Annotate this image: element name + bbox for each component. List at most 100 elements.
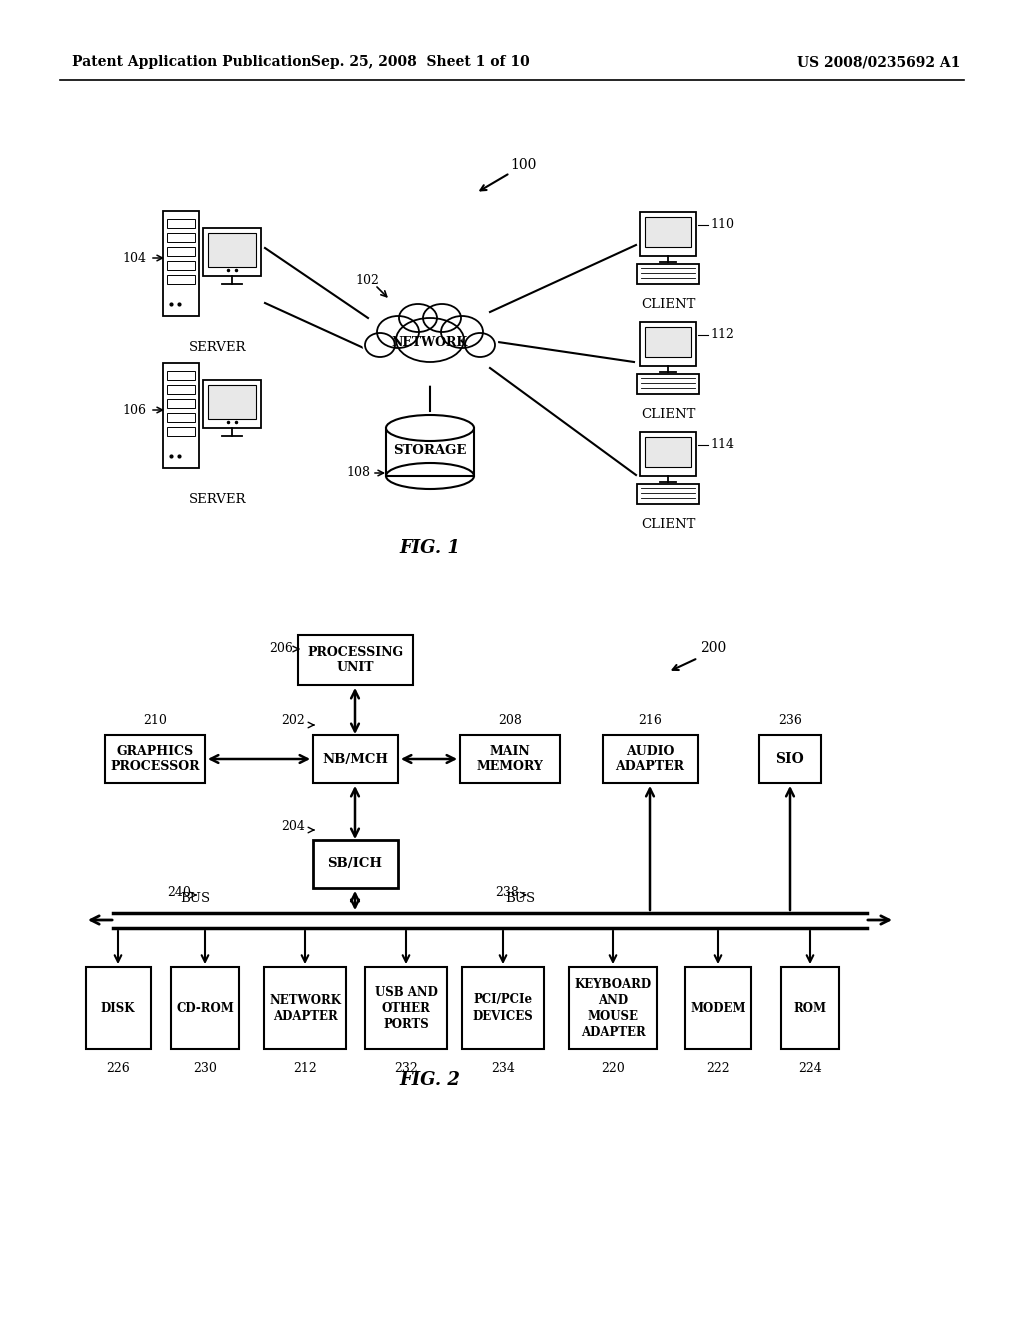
Text: 202: 202	[282, 714, 305, 727]
Bar	[167, 399, 195, 408]
Bar	[645, 437, 691, 467]
Bar	[208, 385, 256, 418]
Text: 102: 102	[355, 273, 379, 286]
Bar	[86, 968, 151, 1049]
Text: ROM: ROM	[794, 1002, 826, 1015]
Text: 220: 220	[601, 1063, 625, 1076]
Bar	[208, 234, 256, 267]
Text: 200: 200	[700, 642, 726, 655]
Bar	[759, 735, 821, 783]
Bar	[637, 484, 699, 504]
Bar	[167, 275, 195, 284]
Text: 212: 212	[293, 1063, 316, 1076]
Text: 224: 224	[798, 1063, 822, 1076]
Bar	[637, 374, 699, 393]
Text: FIG. 1: FIG. 1	[399, 539, 461, 557]
Bar	[163, 211, 199, 315]
Ellipse shape	[362, 294, 498, 385]
Text: MODEM: MODEM	[690, 1002, 745, 1015]
Bar	[105, 735, 205, 783]
Bar	[637, 264, 699, 284]
Bar	[167, 413, 195, 422]
Text: 216: 216	[638, 714, 662, 727]
Text: BUS: BUS	[180, 892, 210, 906]
Bar	[264, 968, 346, 1049]
Bar	[167, 426, 195, 436]
Bar	[163, 363, 199, 469]
Text: 240: 240	[167, 887, 191, 899]
Text: 208: 208	[498, 714, 522, 727]
Text: US 2008/0235692 A1: US 2008/0235692 A1	[797, 55, 961, 69]
Ellipse shape	[386, 414, 474, 441]
Bar	[781, 968, 839, 1049]
Text: SERVER: SERVER	[189, 492, 247, 506]
Text: DISK: DISK	[100, 1002, 135, 1015]
Text: CLIENT: CLIENT	[641, 517, 695, 531]
Ellipse shape	[365, 333, 395, 356]
Text: GRAPHICS
PROCESSOR: GRAPHICS PROCESSOR	[111, 744, 200, 774]
Bar	[167, 234, 195, 242]
Text: 236: 236	[778, 714, 802, 727]
Text: CD-ROM: CD-ROM	[176, 1002, 233, 1015]
Text: SERVER: SERVER	[189, 341, 247, 354]
Text: KEYBOARD
AND
MOUSE
ADAPTER: KEYBOARD AND MOUSE ADAPTER	[574, 978, 651, 1039]
Text: CLIENT: CLIENT	[641, 298, 695, 312]
Text: NETWORK: NETWORK	[392, 335, 468, 348]
Ellipse shape	[423, 304, 461, 333]
Text: 104: 104	[122, 252, 146, 264]
Bar	[167, 261, 195, 271]
Bar	[298, 635, 413, 685]
Bar	[167, 371, 195, 380]
Text: BUS: BUS	[505, 892, 536, 906]
Text: PCI/PCIe
DEVICES: PCI/PCIe DEVICES	[473, 994, 534, 1023]
Bar	[640, 213, 696, 256]
Text: NETWORK
ADAPTER: NETWORK ADAPTER	[269, 994, 341, 1023]
Bar	[171, 968, 239, 1049]
Bar	[645, 327, 691, 356]
Ellipse shape	[465, 333, 495, 356]
Text: SB/ICH: SB/ICH	[328, 858, 383, 870]
Text: 226: 226	[106, 1063, 130, 1076]
Text: MAIN
MEMORY: MAIN MEMORY	[476, 744, 544, 774]
Bar	[645, 216, 691, 247]
Text: 204: 204	[282, 820, 305, 833]
Bar	[203, 380, 261, 428]
Text: STORAGE: STORAGE	[393, 444, 467, 457]
Text: Patent Application Publication: Patent Application Publication	[72, 55, 311, 69]
Ellipse shape	[377, 315, 419, 348]
Bar	[313, 735, 398, 783]
Text: 206: 206	[269, 643, 293, 656]
Bar	[640, 432, 696, 477]
Bar	[203, 228, 261, 276]
Text: 106: 106	[122, 404, 146, 417]
Bar	[603, 735, 698, 783]
Bar	[167, 385, 195, 393]
Bar	[640, 322, 696, 366]
Bar	[386, 428, 474, 477]
Bar	[462, 968, 544, 1049]
Text: CLIENT: CLIENT	[641, 408, 695, 421]
Bar	[313, 840, 398, 888]
Bar	[460, 735, 560, 783]
Text: 108: 108	[346, 466, 370, 479]
Text: 210: 210	[143, 714, 167, 727]
Text: 232: 232	[394, 1063, 418, 1076]
Text: 112: 112	[710, 329, 734, 342]
Text: NB/MCH: NB/MCH	[322, 752, 388, 766]
Text: 234: 234	[492, 1063, 515, 1076]
Text: 230: 230	[194, 1063, 217, 1076]
Bar	[167, 247, 195, 256]
Text: SIO: SIO	[775, 752, 805, 766]
Ellipse shape	[396, 318, 464, 362]
Text: 114: 114	[710, 438, 734, 451]
Bar	[685, 968, 751, 1049]
Ellipse shape	[399, 304, 437, 333]
Text: AUDIO
ADAPTER: AUDIO ADAPTER	[615, 744, 684, 774]
Ellipse shape	[441, 315, 483, 348]
Text: 100: 100	[510, 158, 537, 172]
Bar	[167, 219, 195, 228]
Text: PROCESSING
UNIT: PROCESSING UNIT	[307, 645, 403, 675]
Text: FIG. 2: FIG. 2	[399, 1071, 461, 1089]
Text: Sep. 25, 2008  Sheet 1 of 10: Sep. 25, 2008 Sheet 1 of 10	[310, 55, 529, 69]
Text: USB AND
OTHER
PORTS: USB AND OTHER PORTS	[375, 986, 437, 1031]
